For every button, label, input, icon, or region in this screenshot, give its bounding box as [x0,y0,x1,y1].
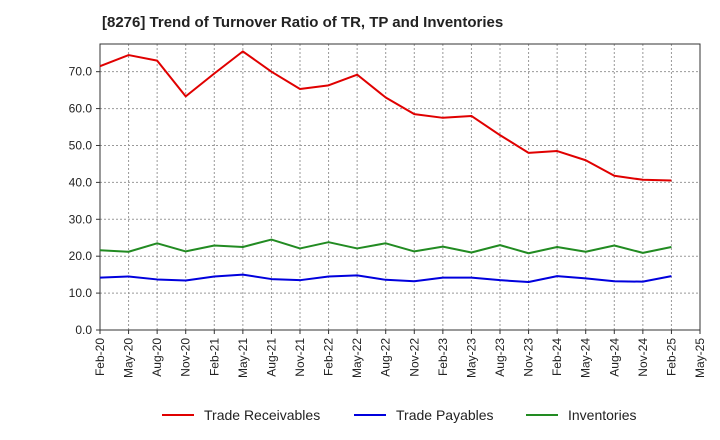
x-tick-label: Feb-24 [550,338,564,376]
x-tick-label: Feb-23 [436,338,450,376]
x-tick-label: May-21 [236,338,250,378]
x-tick-label: May-24 [579,338,593,378]
y-tick-label: 0.0 [75,323,92,337]
y-tick-label: 50.0 [69,138,93,152]
x-tick-label: Feb-22 [322,338,336,376]
legend-label-trade-receivables: Trade Receivables [204,407,320,423]
legend-label-trade-payables: Trade Payables [396,407,494,423]
x-tick-label: May-23 [464,338,478,378]
x-tick-label: Aug-20 [150,338,164,377]
x-tick-label: May-22 [350,338,364,378]
x-tick-label: Nov-22 [407,338,421,377]
chart-title: [8276] Trend of Turnover Ratio of TR, TP… [102,14,504,31]
x-tick-label: Feb-20 [93,338,107,376]
y-tick-label: 10.0 [69,286,93,300]
y-axis-ticks: 0.0 10.0 20.0 30.0 40.0 50.0 60.0 70.0 [69,65,100,337]
x-tick-label: May-20 [122,338,136,378]
series-line-trade-receivables [99,50,672,182]
plot-frame [99,43,701,331]
x-tick-label: Nov-24 [636,338,650,377]
x-tick-label: Nov-23 [522,338,536,377]
x-tick-label: Aug-24 [607,338,621,377]
x-tick-label: Aug-21 [264,338,278,377]
series-line-trade-payables [99,273,672,284]
y-tick-label: 40.0 [69,175,93,189]
series-line-inventories [99,238,672,255]
x-axis-ticks: Feb-20 May-20 Aug-20 Nov-20 Feb-21 May-21 Aug-… [93,330,707,378]
series-lines [99,50,672,284]
y-tick-label: 30.0 [69,212,93,226]
x-tick-label: Nov-21 [293,338,307,377]
x-tick-label: Feb-25 [664,338,678,376]
x-tick-label: Aug-22 [379,338,393,377]
y-tick-label: 70.0 [69,65,93,79]
x-tick-label: Aug-23 [493,338,507,377]
axes [99,43,701,331]
x-tick-label: Nov-20 [179,338,193,377]
y-tick-label: 20.0 [69,249,93,263]
x-tick-label: May-25 [693,338,707,378]
x-tick-label: Feb-21 [207,338,221,376]
legend-label-inventories: Inventories [568,407,636,423]
legend: Trade Receivables Trade Payables Inventori… [162,407,636,423]
y-tick-label: 60.0 [69,102,93,116]
grid-lines [100,44,700,330]
